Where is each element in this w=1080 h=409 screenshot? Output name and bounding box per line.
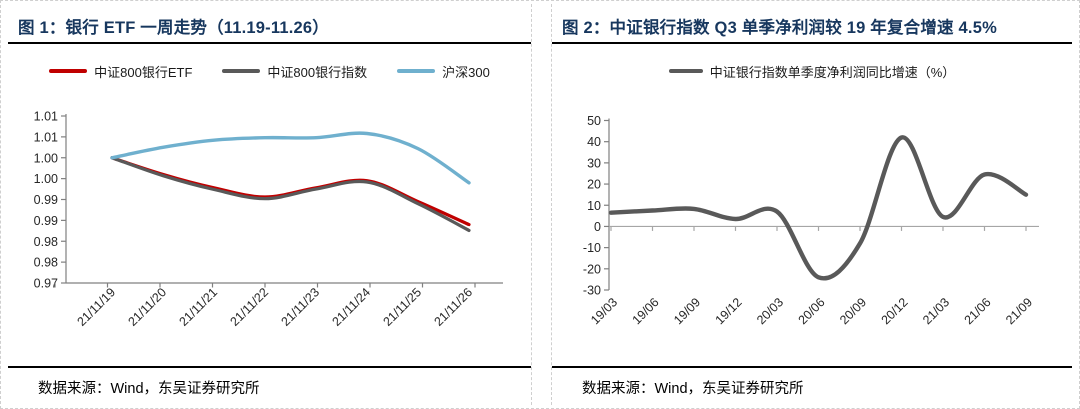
legend-label-bank-index: 中证800银行指数 xyxy=(267,64,368,80)
figure2-panel: 图 2：中证银行指数 Q3 单季净利润较 19 年复合增速 4.5% 中证银行指… xyxy=(551,4,1072,405)
svg-text:0.99: 0.99 xyxy=(34,214,58,228)
legend-label-hs300: 沪深300 xyxy=(442,64,490,80)
svg-text:1.01: 1.01 xyxy=(34,110,58,124)
svg-text:19/06: 19/06 xyxy=(630,295,662,327)
svg-text:50: 50 xyxy=(587,114,601,128)
svg-text:0.98: 0.98 xyxy=(34,256,58,270)
svg-text:40: 40 xyxy=(587,135,601,149)
svg-text:20/03: 20/03 xyxy=(754,295,786,327)
svg-text:-30: -30 xyxy=(583,284,601,298)
figure1-chart-area: 中证800银行ETF 中证800银行指数 沪深300 1.01 1.01 1.00 1… xyxy=(8,44,531,366)
legend-item-bank-index: 中证800银行指数 xyxy=(222,62,367,81)
svg-text:21/11/22: 21/11/22 xyxy=(227,285,271,329)
figure2-chart-area: 中证银行指数单季度净利润同比增速（%） 50 40 30 20 10 0 -10 -20 -30… xyxy=(552,44,1072,366)
hs300-line-swatch xyxy=(397,69,436,73)
legend-label-profit-growth: 中证银行指数单季度净利润同比增速（%） xyxy=(709,64,956,80)
svg-text:21/09: 21/09 xyxy=(1003,295,1035,327)
svg-text:1.00: 1.00 xyxy=(34,151,58,165)
legend-item-profit-growth: 中证银行指数单季度净利润同比增速（%） xyxy=(668,62,956,81)
legend-label-etf: 中证800银行ETF xyxy=(94,64,193,80)
figure1-legend: 中证800银行ETF 中证800银行指数 沪深300 xyxy=(8,58,531,84)
svg-text:21/11/23: 21/11/23 xyxy=(278,285,322,329)
svg-text:21/11/20: 21/11/20 xyxy=(125,285,169,329)
svg-text:19/09: 19/09 xyxy=(671,295,703,327)
figure1-title: 图 1：银行 ETF 一周走势（11.19-11.26） xyxy=(8,4,531,44)
svg-text:-20: -20 xyxy=(583,262,601,276)
svg-text:10: 10 xyxy=(587,199,601,213)
svg-text:21/11/26: 21/11/26 xyxy=(431,285,475,329)
svg-text:19/12: 19/12 xyxy=(713,295,745,327)
figure1-line-chart: 1.01 1.01 1.00 1.00 0.99 0.99 0.98 0.98 0.97 21/1… xyxy=(34,110,503,329)
etf-line-swatch xyxy=(49,69,88,73)
figure2-source: 数据来源：Wind，东吴证券研究所 xyxy=(552,366,1072,405)
figure2-legend: 中证银行指数单季度净利润同比增速（%） xyxy=(552,58,1072,84)
svg-text:20/09: 20/09 xyxy=(837,295,869,327)
svg-text:0.99: 0.99 xyxy=(34,193,58,207)
svg-text:21/11/24: 21/11/24 xyxy=(329,285,373,329)
svg-text:21/11/19: 21/11/19 xyxy=(74,285,118,329)
svg-text:1.00: 1.00 xyxy=(34,172,58,186)
svg-text:21/11/21: 21/11/21 xyxy=(176,285,220,329)
legend-item-hs300: 沪深300 xyxy=(397,62,490,81)
figure2-title: 图 2：中证银行指数 Q3 单季净利润较 19 年复合增速 4.5% xyxy=(552,4,1072,44)
figure1-source: 数据来源：Wind，东吴证券研究所 xyxy=(8,366,531,405)
svg-text:20/12: 20/12 xyxy=(879,295,911,327)
profit-growth-line-swatch xyxy=(668,69,703,73)
svg-text:19/03: 19/03 xyxy=(588,295,620,327)
bank-index-line-swatch xyxy=(222,69,261,73)
svg-text:-10: -10 xyxy=(583,241,601,255)
svg-text:1.01: 1.01 xyxy=(34,130,58,144)
figure1-panel: 图 1：银行 ETF 一周走势（11.19-11.26） 中证800银行ETF … xyxy=(8,4,532,405)
svg-text:30: 30 xyxy=(587,156,601,170)
svg-text:0: 0 xyxy=(594,220,601,234)
svg-text:20/06: 20/06 xyxy=(796,295,828,327)
legend-item-etf: 中证800银行ETF xyxy=(49,62,192,81)
svg-text:20: 20 xyxy=(587,178,601,192)
svg-text:21/06: 21/06 xyxy=(962,295,994,327)
svg-text:0.97: 0.97 xyxy=(34,277,58,291)
svg-text:0.98: 0.98 xyxy=(34,235,58,249)
svg-text:21/11/25: 21/11/25 xyxy=(380,285,424,329)
svg-text:21/03: 21/03 xyxy=(920,295,952,327)
